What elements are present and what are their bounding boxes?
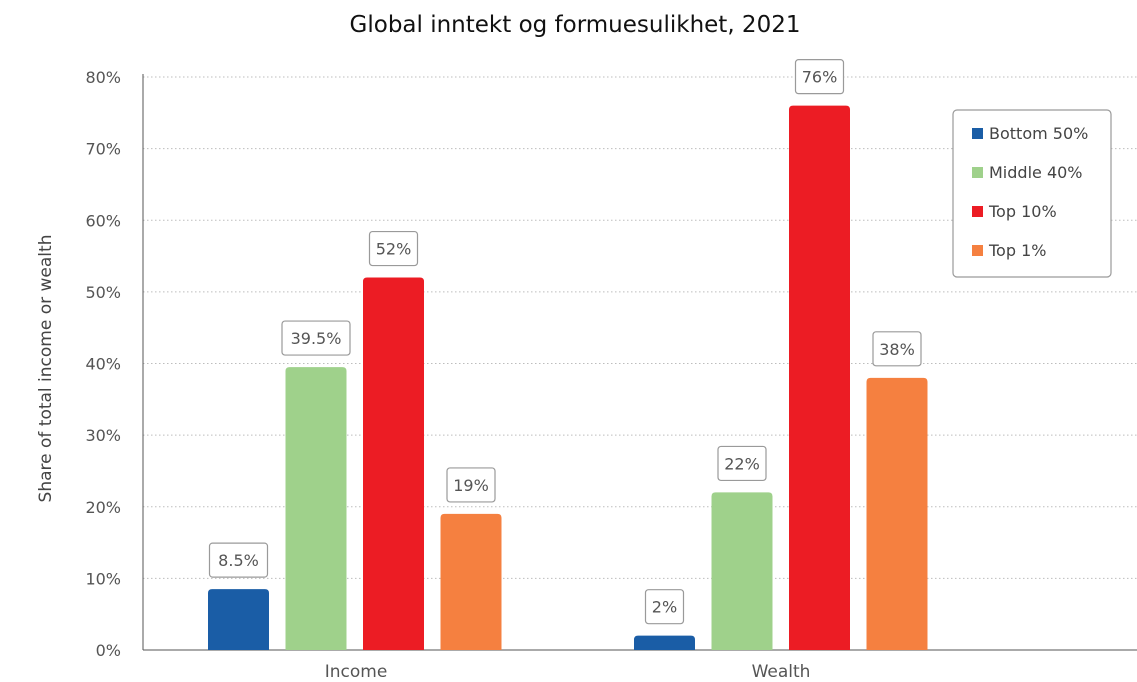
- data-label: 8.5%: [218, 551, 259, 570]
- y-tick-label: 10%: [85, 569, 121, 588]
- legend-label: Bottom 50%: [989, 124, 1088, 143]
- y-tick-label: 20%: [85, 498, 121, 517]
- legend-box: [952, 109, 1112, 278]
- y-tick-label: 40%: [85, 355, 121, 374]
- bar: [711, 492, 773, 650]
- y-tick-label: 70%: [85, 140, 121, 159]
- data-label: 38%: [879, 340, 915, 359]
- bar: [363, 277, 424, 650]
- legend-label: Top 1%: [988, 241, 1046, 260]
- bars: [208, 105, 928, 650]
- legend-swatch: [972, 167, 983, 178]
- y-tick-label: 60%: [85, 211, 121, 230]
- data-label: 76%: [802, 68, 838, 87]
- bar: [440, 513, 502, 650]
- bar: [866, 377, 928, 650]
- data-label-box: [644, 589, 685, 625]
- y-tick-label: 0%: [96, 641, 121, 660]
- data-label-box: [446, 467, 496, 503]
- x-category-label: Income: [325, 662, 388, 682]
- gridlines: [143, 76, 1137, 579]
- data-label-box: [872, 331, 922, 367]
- y-tick-label: 50%: [85, 283, 121, 302]
- x-category-label: Wealth: [752, 662, 811, 682]
- legend-label: Middle 40%: [989, 163, 1083, 182]
- legend-swatch: [972, 245, 983, 256]
- data-label: 19%: [453, 476, 489, 495]
- bar: [789, 105, 850, 650]
- bar: [208, 589, 269, 650]
- legend-label: Top 10%: [988, 202, 1057, 221]
- legend-swatch: [972, 128, 983, 139]
- data-label: 39.5%: [291, 329, 342, 348]
- data-label-box: [208, 542, 269, 578]
- bar: [285, 367, 347, 650]
- y-tick-label: 80%: [85, 68, 121, 87]
- data-label: 22%: [724, 454, 760, 473]
- data-label-box: [717, 445, 767, 482]
- legend: Bottom 50% Middle 40% Top 10% Top 1%: [952, 109, 1112, 278]
- data-label-box: [368, 230, 419, 267]
- legend-swatch: [972, 206, 983, 217]
- y-axis-label: Share of total income or wealth: [36, 235, 56, 503]
- data-label-box: [794, 59, 845, 95]
- bar: [634, 635, 695, 650]
- data-label: 2%: [652, 598, 677, 617]
- data-labels: 8.5% 39.5% 52% 19% 2% 22% 76% 38%: [208, 59, 922, 625]
- data-label: 52%: [376, 240, 412, 259]
- y-tick-label: 30%: [85, 426, 121, 445]
- chart-title: Global inntekt og formuesulikhet, 2021: [349, 12, 801, 38]
- data-label-box: [281, 320, 351, 356]
